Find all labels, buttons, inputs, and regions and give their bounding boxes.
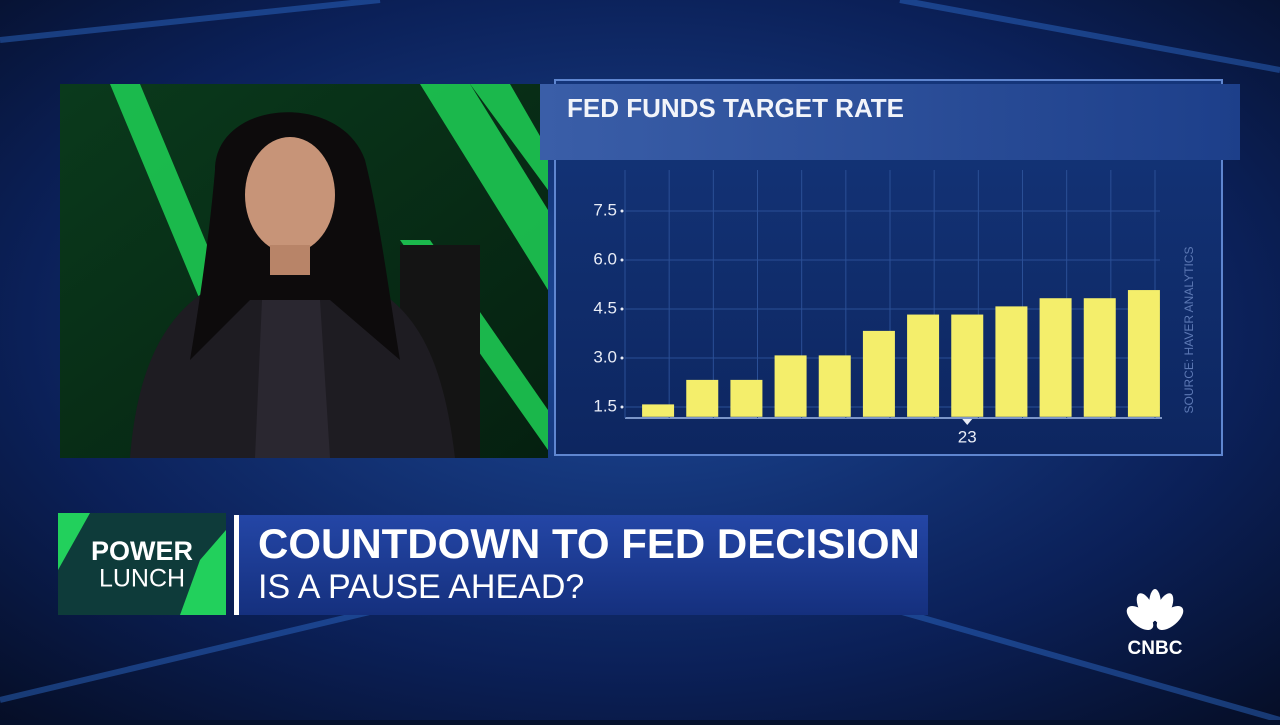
y-tick-label: 3.0 [593, 347, 617, 366]
network-logo: CNBC [1126, 589, 1184, 659]
tick-mark [620, 356, 624, 360]
bar [1039, 298, 1072, 417]
tick-mark [620, 209, 624, 213]
show-logo: POWER LUNCH [58, 513, 226, 615]
headline: COUNTDOWN TO FED DECISION [258, 520, 920, 567]
plot: 1.5 3.0 4.5 6.0 7.5 23 [593, 170, 1160, 446]
y-tick-label: 4.5 [593, 298, 617, 317]
bar [1083, 298, 1116, 417]
y-tick-label: 1.5 [593, 396, 617, 415]
x-tick-label: 23 [958, 427, 977, 446]
source-note: SOURCE: HAVER ANALYTICS [1182, 247, 1196, 414]
bar [951, 314, 984, 417]
bar [995, 306, 1028, 417]
video-panel [60, 84, 548, 458]
tick-mark [620, 307, 624, 311]
bar [686, 379, 719, 417]
bar [1127, 290, 1160, 417]
bar [730, 379, 763, 417]
headline-box: COUNTDOWN TO FED DECISION IS A PAUSE AHE… [234, 515, 928, 615]
y-tick-label: 6.0 [593, 249, 617, 268]
bar [818, 355, 851, 417]
bar [862, 330, 895, 417]
bar [642, 404, 675, 417]
bar [907, 314, 940, 417]
show-name: LUNCH [99, 565, 185, 593]
tick-mark [620, 405, 624, 409]
show-name: POWER [91, 536, 193, 566]
bar [774, 355, 807, 417]
y-tick-label: 7.5 [593, 200, 617, 219]
subheadline: IS A PAUSE AHEAD? [258, 568, 584, 606]
network-name: CNBC [1128, 638, 1183, 659]
x-tick-marker [962, 419, 973, 425]
chart-title: FED FUNDS TARGET RATE [567, 93, 904, 123]
tick-mark [620, 258, 624, 262]
